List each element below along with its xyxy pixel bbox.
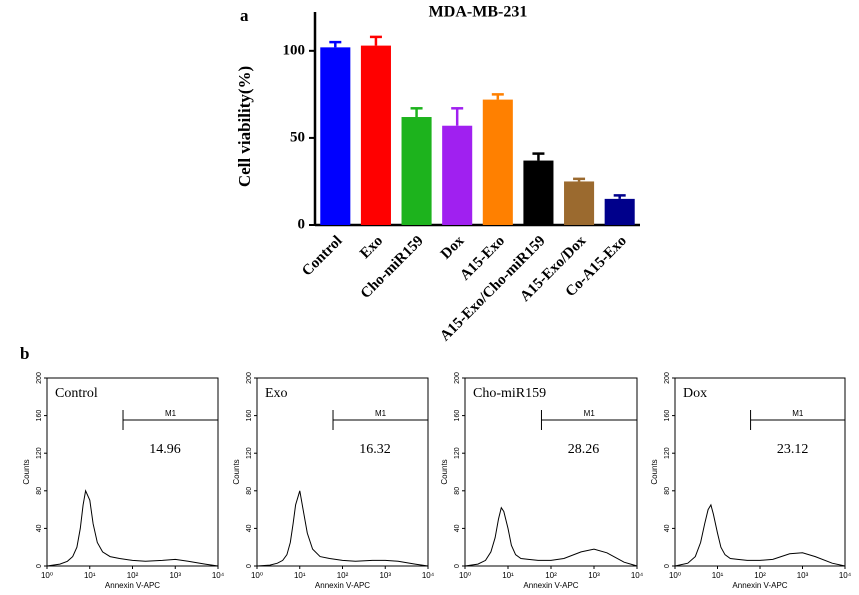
y-tick-label: 200 [246,372,253,384]
x-tick-label: 10³ [588,571,600,580]
histogram-line [464,506,638,567]
panel-label: b [20,344,29,363]
histogram-line [46,489,219,567]
x-tick-label: 10⁴ [839,571,852,580]
y-tick-label: 40 [454,524,461,532]
y-tick-label: 200 [454,372,461,384]
x-tick-label: 10⁴ [631,571,644,580]
x-axis-label: Annexin V-APC [732,581,787,590]
x-tick-label: 10³ [797,571,809,580]
marker-label: M1 [584,409,596,418]
marker-label: M1 [375,409,387,418]
y-tick-label: 160 [664,410,671,422]
x-tick-label: 10⁴ [422,571,435,580]
y-axis-label: Counts [22,459,31,484]
x-tick-label: 10¹ [84,571,96,580]
bar [604,198,635,225]
x-tick-label: 10⁰ [41,571,53,580]
y-tick-label: 0 [664,564,671,568]
y-tick-label: 50 [290,129,305,145]
y-axis-label: Counts [440,459,449,484]
marker-percent: 23.12 [777,442,809,457]
panel-title: Control [55,386,98,401]
y-tick-label: 80 [36,487,43,495]
x-tick-label: 10¹ [712,571,724,580]
y-axis-label: Counts [650,459,659,484]
x-tick-label: Control [299,233,345,279]
y-tick-label: 0 [454,564,461,568]
marker-percent: 14.96 [149,442,181,457]
y-tick-label: 40 [36,524,43,532]
x-axis-label: Annexin V-APC [315,581,370,590]
y-tick-label: 40 [246,524,253,532]
y-tick-label: 120 [246,447,253,459]
plot-frame [674,377,846,567]
plot-frame [46,377,219,567]
bar [442,125,473,225]
y-tick-label: 120 [664,447,671,459]
y-axis-label: Cell viability(%) [235,66,254,187]
x-tick-label: 10⁰ [251,571,263,580]
x-axis-label: Annexin V-APC [105,581,160,590]
y-tick-label: 160 [36,410,43,422]
chart-title: MDA-MB-231 [429,4,528,21]
x-tick-label: Exo [357,233,386,262]
bar [523,160,554,225]
x-tick-label: 10² [337,571,349,580]
y-tick-label: 100 [283,42,306,58]
y-tick-label: 160 [454,410,461,422]
bar [401,117,432,225]
x-tick-label: 10⁰ [669,571,681,580]
marker-label: M1 [792,409,804,418]
x-tick-label: 10⁰ [459,571,471,580]
histogram-line [256,490,429,567]
marker-percent: 16.32 [359,442,391,457]
y-tick-label: 200 [36,372,43,384]
x-tick-label: 10³ [169,571,181,580]
x-tick-label: 10³ [379,571,391,580]
x-axis-label: Annexin V-APC [523,581,578,590]
y-axis-label: Counts [232,459,241,484]
y-tick-label: 200 [664,372,671,384]
marker-label: M1 [165,409,177,418]
x-tick-label: Dox [438,233,468,263]
bar [482,99,513,225]
y-tick-label: 80 [246,487,253,495]
x-tick-label: 10¹ [294,571,306,580]
y-tick-label: 40 [664,524,671,532]
marker-percent: 28.26 [568,442,600,457]
panel-title: Exo [265,386,288,401]
panel-title: Dox [683,386,707,401]
x-tick-label: 10² [754,571,766,580]
y-tick-label: 0 [298,216,306,232]
y-tick-label: 0 [36,564,43,568]
y-tick-label: 160 [246,410,253,422]
x-tick-label: 10⁴ [212,571,225,580]
x-tick-label: 10² [127,571,139,580]
y-tick-label: 120 [36,447,43,459]
y-tick-label: 80 [664,487,671,495]
bar [360,45,391,225]
panel-title: Cho-miR159 [473,386,546,401]
x-tick-label: 10² [545,571,557,580]
bar [564,181,595,225]
bar [320,47,351,225]
y-tick-label: 80 [454,487,461,495]
plot-frame [464,377,638,567]
x-tick-label: 10¹ [502,571,514,580]
panel-label: a [240,6,249,25]
histogram-line [674,503,846,567]
plot-frame [256,377,429,567]
y-tick-label: 120 [454,447,461,459]
y-tick-label: 0 [246,564,253,568]
